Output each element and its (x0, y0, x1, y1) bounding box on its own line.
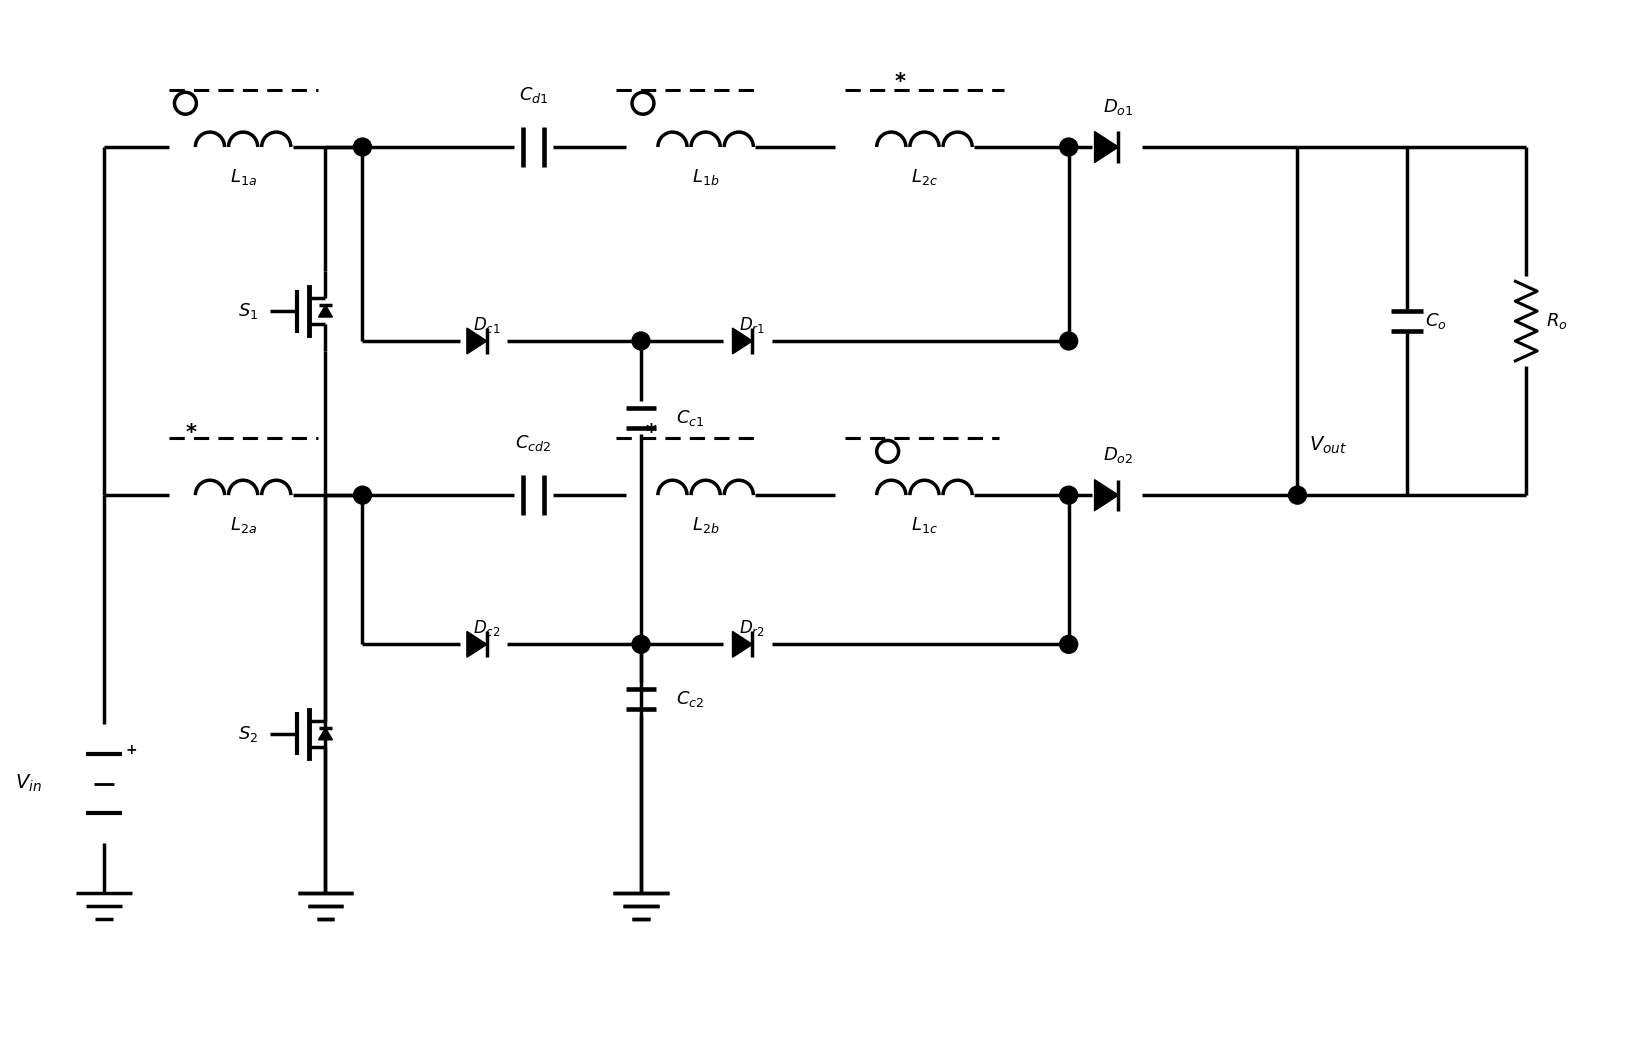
Text: $L_{1a}$: $L_{1a}$ (229, 167, 257, 187)
Circle shape (353, 486, 371, 504)
Polygon shape (732, 631, 751, 657)
Text: *: * (186, 423, 196, 443)
Circle shape (1287, 486, 1305, 504)
Polygon shape (466, 328, 486, 354)
Text: $C_{d1}$: $C_{d1}$ (519, 86, 547, 106)
Text: $D_{c2}$: $D_{c2}$ (473, 619, 501, 638)
Text: *: * (893, 72, 905, 92)
Text: $D_{c1}$: $D_{c1}$ (473, 315, 501, 335)
Circle shape (877, 440, 898, 462)
Text: $D_{r1}$: $D_{r1}$ (738, 315, 765, 335)
Text: $L_{1b}$: $L_{1b}$ (692, 167, 719, 187)
Polygon shape (318, 305, 333, 317)
Circle shape (1060, 138, 1078, 156)
Text: $V_{out}$: $V_{out}$ (1309, 435, 1346, 456)
Text: $L_{2c}$: $L_{2c}$ (910, 167, 938, 187)
Text: $S_1$: $S_1$ (237, 301, 257, 321)
Circle shape (1060, 635, 1078, 653)
Circle shape (631, 92, 654, 114)
Text: $C_{c1}$: $C_{c1}$ (676, 408, 704, 427)
Polygon shape (318, 728, 333, 740)
Text: $C_o$: $C_o$ (1424, 311, 1445, 331)
Polygon shape (1094, 132, 1117, 163)
Text: $C_{c2}$: $C_{c2}$ (676, 689, 704, 710)
Text: $C_{cd2}$: $C_{cd2}$ (516, 434, 552, 454)
Text: $L_{2b}$: $L_{2b}$ (692, 515, 719, 535)
Circle shape (631, 332, 649, 350)
Circle shape (353, 138, 371, 156)
Text: $L_{1c}$: $L_{1c}$ (910, 515, 938, 535)
Text: $D_{o2}$: $D_{o2}$ (1103, 445, 1132, 465)
Text: $D_{r2}$: $D_{r2}$ (738, 619, 765, 638)
Circle shape (1060, 486, 1078, 504)
Text: $D_{o1}$: $D_{o1}$ (1103, 97, 1132, 117)
Polygon shape (732, 328, 751, 354)
Circle shape (175, 92, 196, 114)
Polygon shape (1094, 480, 1117, 511)
Text: $R_o$: $R_o$ (1546, 311, 1567, 331)
Polygon shape (466, 631, 486, 657)
Circle shape (631, 635, 649, 653)
Circle shape (1060, 332, 1078, 350)
Text: *: * (644, 423, 656, 443)
Text: $L_{2a}$: $L_{2a}$ (229, 515, 257, 535)
Text: +: + (125, 743, 137, 758)
Text: $S_2$: $S_2$ (237, 724, 257, 744)
Text: $V_{in}$: $V_{in}$ (15, 773, 43, 794)
